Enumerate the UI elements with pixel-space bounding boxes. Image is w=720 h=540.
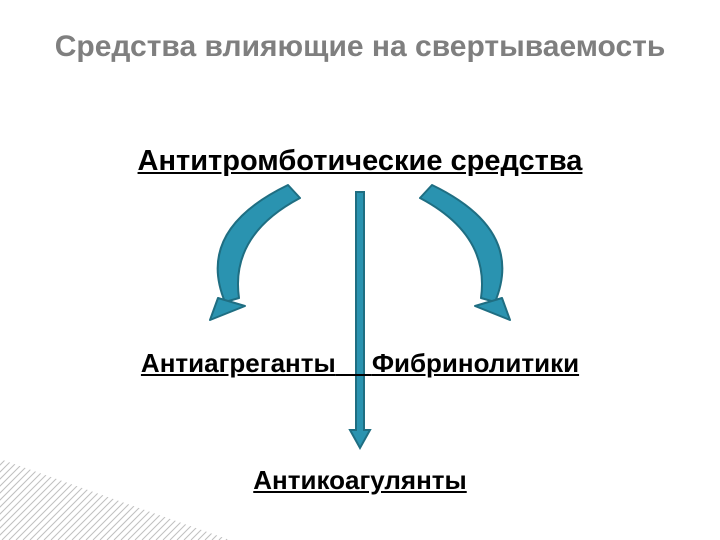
branch-right-label: Фибринолитики bbox=[372, 348, 579, 378]
branch-row: Антиагреганты Фибринолитики bbox=[0, 348, 720, 379]
branch-separator bbox=[336, 348, 372, 378]
diagram-stage: Средства влияющие на свертываемость Анти… bbox=[0, 0, 720, 540]
decor-hatch bbox=[0, 450, 230, 540]
branch-left-label: Антиагреганты bbox=[141, 348, 336, 378]
arrow-down-icon bbox=[350, 192, 370, 448]
arrow-right-icon bbox=[420, 185, 510, 320]
branch-down-label: Антикоагулянты bbox=[253, 465, 466, 495]
arrow-left-icon bbox=[210, 185, 300, 320]
